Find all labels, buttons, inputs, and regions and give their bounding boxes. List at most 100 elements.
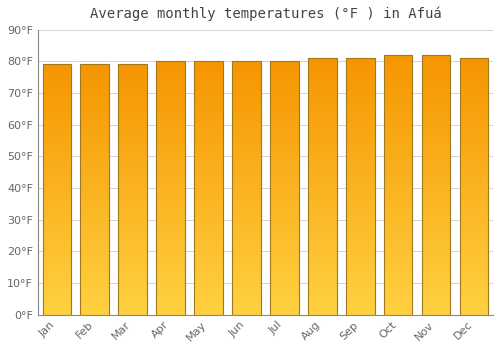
Bar: [194, 284, 223, 286]
Bar: [80, 251, 109, 252]
Bar: [308, 238, 336, 239]
Bar: [194, 68, 223, 69]
Bar: [232, 136, 260, 137]
Bar: [308, 216, 336, 217]
Bar: [194, 132, 223, 133]
Bar: [346, 129, 374, 130]
Bar: [384, 228, 412, 229]
Bar: [460, 283, 488, 284]
Bar: [80, 275, 109, 276]
Bar: [194, 75, 223, 76]
Bar: [118, 116, 147, 117]
Bar: [384, 214, 412, 215]
Bar: [422, 195, 450, 197]
Bar: [232, 64, 260, 65]
Bar: [460, 240, 488, 241]
Bar: [42, 306, 71, 307]
Bar: [384, 224, 412, 225]
Bar: [346, 229, 374, 230]
Bar: [460, 290, 488, 292]
Bar: [118, 217, 147, 218]
Bar: [80, 276, 109, 277]
Bar: [156, 130, 185, 131]
Bar: [346, 226, 374, 228]
Bar: [422, 86, 450, 88]
Bar: [384, 158, 412, 159]
Bar: [232, 294, 260, 296]
Bar: [80, 246, 109, 247]
Bar: [80, 271, 109, 272]
Bar: [232, 308, 260, 310]
Bar: [232, 257, 260, 258]
Bar: [42, 310, 71, 311]
Bar: [80, 305, 109, 306]
Bar: [156, 98, 185, 99]
Bar: [308, 241, 336, 243]
Bar: [460, 276, 488, 278]
Bar: [232, 102, 260, 103]
Bar: [156, 281, 185, 282]
Bar: [80, 256, 109, 257]
Bar: [460, 94, 488, 95]
Bar: [384, 160, 412, 161]
Bar: [156, 145, 185, 146]
Bar: [460, 212, 488, 214]
Bar: [460, 106, 488, 107]
Bar: [270, 300, 298, 301]
Bar: [422, 298, 450, 299]
Bar: [270, 167, 298, 168]
Bar: [346, 170, 374, 171]
Bar: [384, 176, 412, 177]
Bar: [346, 171, 374, 172]
Bar: [194, 102, 223, 103]
Bar: [194, 243, 223, 244]
Bar: [156, 310, 185, 311]
Bar: [194, 78, 223, 79]
Bar: [194, 271, 223, 272]
Bar: [118, 276, 147, 277]
Bar: [194, 107, 223, 108]
Bar: [346, 279, 374, 280]
Bar: [42, 203, 71, 205]
Bar: [270, 123, 298, 125]
Bar: [156, 74, 185, 75]
Bar: [156, 126, 185, 127]
Bar: [422, 242, 450, 243]
Bar: [346, 306, 374, 307]
Bar: [270, 173, 298, 174]
Bar: [156, 225, 185, 226]
Bar: [422, 267, 450, 268]
Bar: [460, 254, 488, 256]
Bar: [156, 215, 185, 216]
Bar: [460, 265, 488, 266]
Bar: [194, 273, 223, 274]
Bar: [460, 188, 488, 189]
Bar: [384, 124, 412, 125]
Bar: [194, 85, 223, 86]
Bar: [422, 66, 450, 68]
Bar: [42, 86, 71, 87]
Bar: [194, 113, 223, 114]
Bar: [80, 280, 109, 281]
Bar: [346, 167, 374, 168]
Bar: [422, 91, 450, 93]
Bar: [42, 196, 71, 197]
Bar: [422, 212, 450, 214]
Bar: [118, 218, 147, 220]
Bar: [80, 152, 109, 153]
Bar: [156, 199, 185, 201]
Bar: [422, 219, 450, 220]
Bar: [422, 112, 450, 113]
Bar: [422, 135, 450, 137]
Bar: [194, 165, 223, 167]
Bar: [308, 74, 336, 75]
Bar: [460, 287, 488, 288]
Bar: [460, 243, 488, 244]
Bar: [270, 237, 298, 239]
Bar: [308, 310, 336, 311]
Bar: [118, 277, 147, 279]
Bar: [346, 144, 374, 145]
Bar: [194, 180, 223, 182]
Bar: [156, 70, 185, 71]
Bar: [232, 261, 260, 263]
